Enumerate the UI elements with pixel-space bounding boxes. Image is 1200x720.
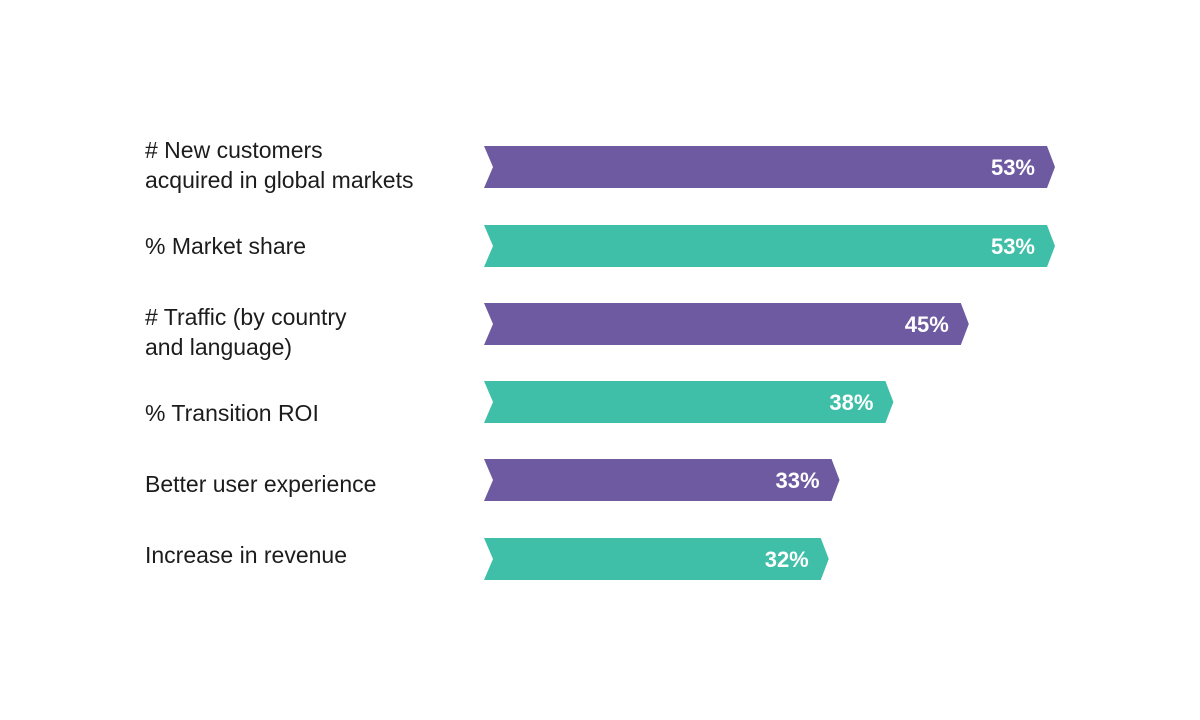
bar bbox=[484, 381, 894, 423]
bar-row: # Traffic (by country and language) 45% bbox=[0, 303, 1200, 360]
bar-svg: 38% bbox=[484, 381, 894, 423]
bar bbox=[484, 225, 1055, 267]
bar bbox=[484, 146, 1055, 188]
bar-value-label: 32% bbox=[765, 547, 809, 572]
bar-row: Increase in revenue 32% bbox=[0, 538, 1200, 580]
bar-value-label: 53% bbox=[991, 234, 1035, 259]
bar-row: % Transition ROI 38% bbox=[0, 381, 1200, 426]
category-label: # New customers acquired in global marke… bbox=[145, 137, 414, 193]
bar bbox=[484, 303, 969, 345]
bar-value-label: 53% bbox=[991, 155, 1035, 180]
category-label: % Market share bbox=[145, 233, 307, 259]
bar-value-label: 33% bbox=[775, 468, 819, 493]
bar-svg: 45% bbox=[484, 303, 969, 345]
bar-svg: 53% bbox=[484, 225, 1055, 267]
category-label: % Transition ROI bbox=[145, 400, 319, 426]
bar-row: # New customers acquired in global marke… bbox=[0, 137, 1200, 193]
category-label: Better user experience bbox=[145, 471, 377, 497]
bar bbox=[484, 538, 829, 580]
bar-svg: 33% bbox=[484, 459, 840, 501]
bar-svg: 32% bbox=[484, 538, 829, 580]
category-label: Increase in revenue bbox=[145, 542, 348, 568]
bar-row: Better user experience 33% bbox=[0, 459, 1200, 501]
bar-svg: 53% bbox=[484, 146, 1055, 188]
category-label: # Traffic (by country and language) bbox=[145, 304, 347, 360]
bar-row: % Market share 53% bbox=[0, 225, 1200, 267]
bar-value-label: 45% bbox=[905, 312, 949, 337]
bar bbox=[484, 459, 840, 501]
bar-value-label: 38% bbox=[829, 390, 873, 415]
